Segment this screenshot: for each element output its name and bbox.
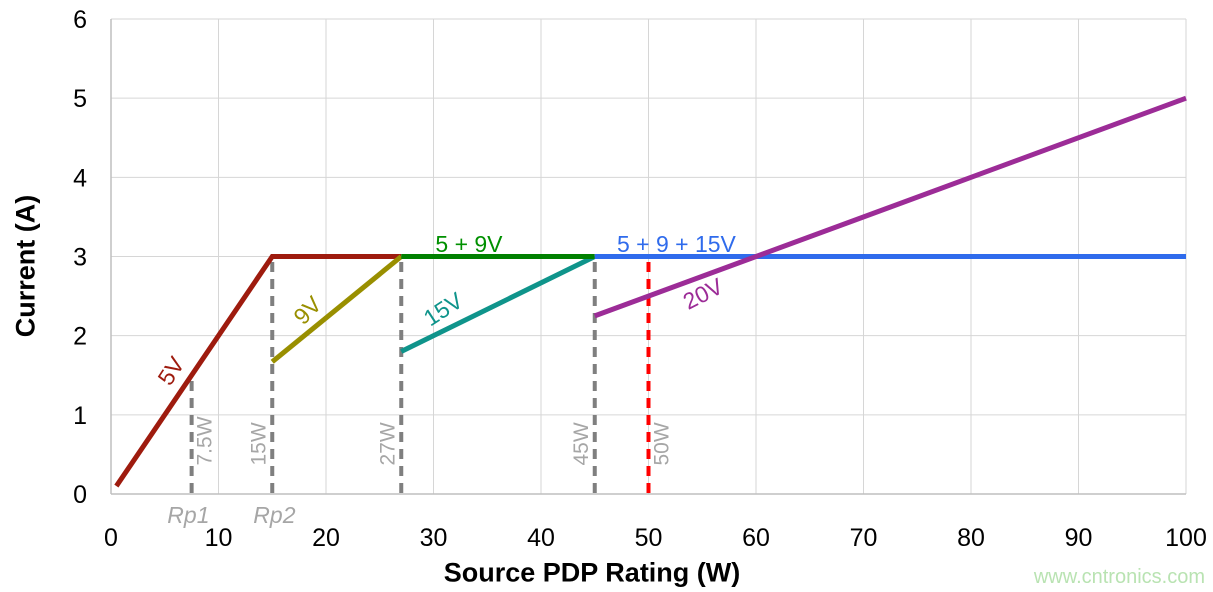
y-tick-label: 6 bbox=[73, 6, 87, 34]
x-tick-label: 0 bbox=[104, 524, 118, 552]
x-tick-label: 10 bbox=[205, 524, 233, 552]
reference-line-label-7.5W: 7.5W bbox=[194, 416, 217, 465]
series-line-9V bbox=[270, 254, 403, 364]
x-tick-label: 100 bbox=[1165, 524, 1207, 552]
x-tick-label: 60 bbox=[742, 524, 770, 552]
x-tick-label: 70 bbox=[850, 524, 878, 552]
y-tick-label: 4 bbox=[73, 164, 87, 192]
x-tick-label: 80 bbox=[957, 524, 985, 552]
watermark: www.cntronics.com bbox=[1033, 566, 1205, 588]
reference-line-label-50W: 50W bbox=[651, 422, 674, 465]
y-tick-label: 2 bbox=[73, 323, 87, 351]
reference-line-label-45W: 45W bbox=[570, 422, 593, 465]
x-axis-title: Source PDP Rating (W) bbox=[443, 557, 741, 588]
y-axis-title: Current (A) bbox=[10, 194, 41, 338]
series-line-15V bbox=[400, 254, 596, 354]
series-line-20V bbox=[593, 95, 1187, 319]
x-tick-label: 40 bbox=[527, 524, 555, 552]
y-tick-label: 1 bbox=[73, 402, 87, 430]
y-tick-label: 0 bbox=[73, 481, 87, 509]
y-tick-label: 3 bbox=[73, 244, 87, 272]
series-label-5+9V: 5 + 9V bbox=[435, 231, 503, 257]
y-tick-label: 5 bbox=[73, 85, 87, 113]
reference-line-label-15W: 15W bbox=[247, 422, 270, 465]
x-tick-label: 20 bbox=[312, 524, 340, 552]
x-tick-label: 30 bbox=[420, 524, 448, 552]
series-label-20V: 20V bbox=[679, 273, 728, 315]
axis-annotation-Rp2: Rp2 bbox=[253, 502, 295, 528]
axis-annotation-Rp1: Rp1 bbox=[167, 502, 209, 528]
x-tick-label: 50 bbox=[635, 524, 663, 552]
series-label-5+9+15V: 5 + 9 + 15V bbox=[617, 231, 737, 257]
reference-line-label-27W: 27W bbox=[376, 422, 399, 465]
x-tick-label: 90 bbox=[1065, 524, 1093, 552]
series-line-5V bbox=[114, 254, 402, 488]
